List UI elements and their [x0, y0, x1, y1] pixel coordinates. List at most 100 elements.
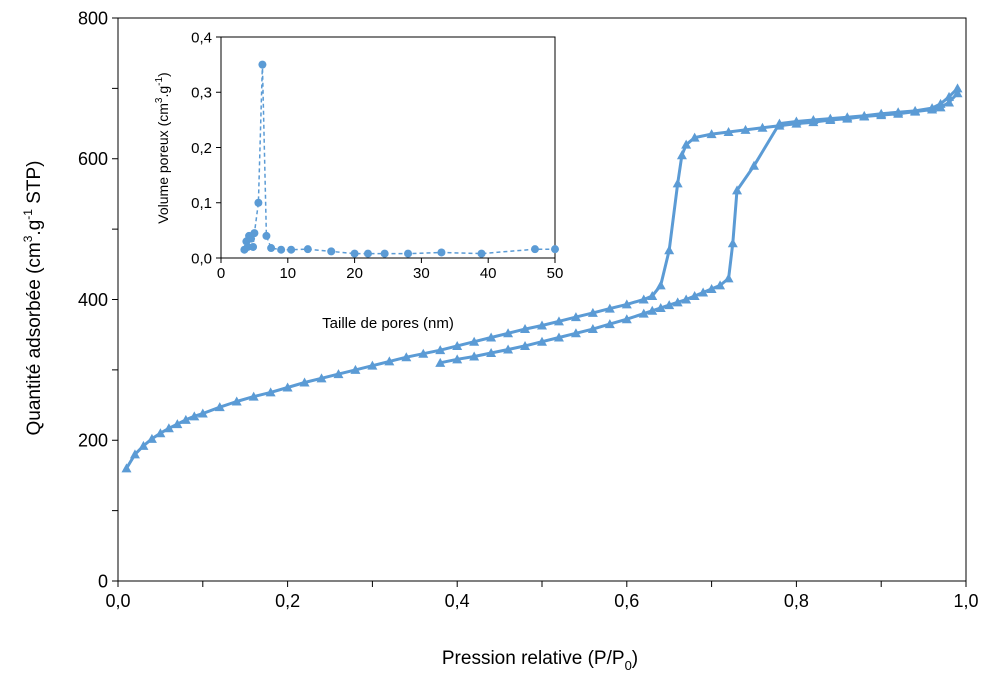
main-data-point: [647, 290, 658, 300]
main-data-point: [452, 354, 463, 364]
main-data-point: [910, 105, 921, 115]
main-data-point: [952, 83, 963, 93]
inset-data-point: [250, 229, 259, 238]
main-data-point: [333, 369, 344, 379]
inset-x-tick-label: 30: [413, 265, 430, 282]
main-data-point: [520, 324, 531, 334]
main-y-axis-title: Quantité adsorbée (cm3.g-1 STP): [21, 160, 45, 435]
main-data-point: [587, 307, 598, 317]
main-data-point: [418, 348, 429, 358]
main-data-point: [638, 308, 649, 318]
main-data-point: [435, 357, 446, 367]
main-data-point: [664, 245, 675, 255]
main-data-point: [672, 178, 683, 188]
main-data-point: [638, 294, 649, 304]
inset-data-point: [363, 249, 372, 258]
main-data-point: [587, 324, 598, 334]
inset-data-point: [287, 245, 296, 254]
main-data-point: [570, 328, 581, 338]
main-data-point: [774, 118, 785, 128]
main-data-point: [689, 132, 700, 142]
main-y-tick-label: 0: [98, 571, 108, 591]
inset-y-tick-label: 0,1: [191, 195, 212, 212]
main-data-point: [553, 316, 564, 326]
main-data-point: [503, 328, 514, 338]
main-data-point: [180, 414, 191, 424]
inset-data-point: [404, 249, 413, 258]
inset-data-point: [350, 249, 359, 258]
main-data-point: [553, 332, 564, 342]
main-data-point: [172, 419, 183, 429]
inset-data-point: [477, 249, 486, 258]
main-data-point: [214, 402, 225, 412]
inset-x-tick-label: 50: [547, 265, 564, 282]
inset-data-point: [249, 242, 258, 251]
main-x-tick-label: 0,6: [614, 591, 639, 611]
main-data-point: [384, 356, 395, 366]
inset-data-point: [530, 245, 539, 254]
main-data-point: [197, 408, 208, 418]
inset-x-tick-label: 20: [346, 265, 363, 282]
inset-axes: 0 10 20 30 40 50 0,0 0,1 0,2 0,3 0,4: [191, 29, 563, 282]
main-data-point: [698, 287, 709, 297]
inset-data-point: [267, 244, 276, 253]
main-data-point: [676, 150, 687, 160]
main-y-tick-label: 200: [78, 431, 108, 451]
main-data-point: [163, 423, 174, 433]
main-data-point: [893, 107, 904, 117]
main-x-tick-label: 0,8: [784, 591, 809, 611]
main-y-tick-label: 400: [78, 290, 108, 310]
main-data-point: [757, 122, 768, 132]
inset-y-tick-label: 0,3: [191, 85, 212, 102]
main-data-point: [859, 110, 870, 120]
main-data-point: [621, 314, 632, 324]
inset-x-tick-label: 40: [480, 265, 497, 282]
main-data-point: [723, 127, 734, 137]
inset-series: [240, 60, 559, 258]
main-data-point: [706, 283, 717, 293]
main-data-point: [570, 312, 581, 322]
main-x-tick-label: 0,0: [105, 591, 130, 611]
main-data-point: [520, 340, 531, 350]
main-y-axis-title-sup1: 3: [21, 235, 35, 242]
main-x-tick-label: 1,0: [953, 591, 978, 611]
inset-data-point: [254, 198, 263, 207]
inset-data-point: [258, 60, 267, 69]
main-data-point: [604, 303, 615, 313]
inset-data-point: [327, 247, 336, 256]
main-data-point: [681, 139, 692, 149]
inset-y-axis-title: Volume poreux (cm3.g-1): [154, 72, 171, 223]
inset-y-axis-title-mid: .g: [155, 86, 171, 98]
main-data-point: [486, 332, 497, 342]
main-data-point: [621, 299, 632, 309]
main-data-point: [689, 290, 700, 300]
main-data-point: [672, 297, 683, 307]
main-data-point: [732, 185, 743, 195]
main-data-point: [435, 345, 446, 355]
main-data-point: [486, 347, 497, 357]
main-data-point: [452, 340, 463, 350]
main-x-axis-title-tail: ): [632, 648, 638, 669]
main-data-point: [350, 364, 361, 374]
main-data-point: [740, 124, 751, 134]
main-data-point: [138, 440, 149, 450]
main-data-point: [503, 344, 514, 354]
main-data-point: [825, 113, 836, 123]
main-data-point: [749, 160, 759, 170]
inset-y-tick-label: 0,4: [191, 29, 212, 46]
main-data-point: [723, 273, 734, 283]
main-x-axis-title: Pression relative (P/P0): [442, 648, 638, 673]
main-data-point: [944, 91, 955, 101]
main-data-point: [944, 97, 955, 107]
inset-data-point: [303, 245, 312, 254]
inset-y-axis-title-text: Volume poreux (cm: [155, 103, 171, 224]
inset-data-point: [551, 245, 559, 254]
inset-y-axis-title-sup2: -1: [154, 77, 165, 86]
inset-y-tick-label: 0,2: [191, 140, 212, 157]
main-data-point: [282, 382, 293, 392]
main-data-point: [655, 280, 666, 290]
main-series: [121, 83, 963, 473]
main-data-point: [706, 129, 717, 139]
